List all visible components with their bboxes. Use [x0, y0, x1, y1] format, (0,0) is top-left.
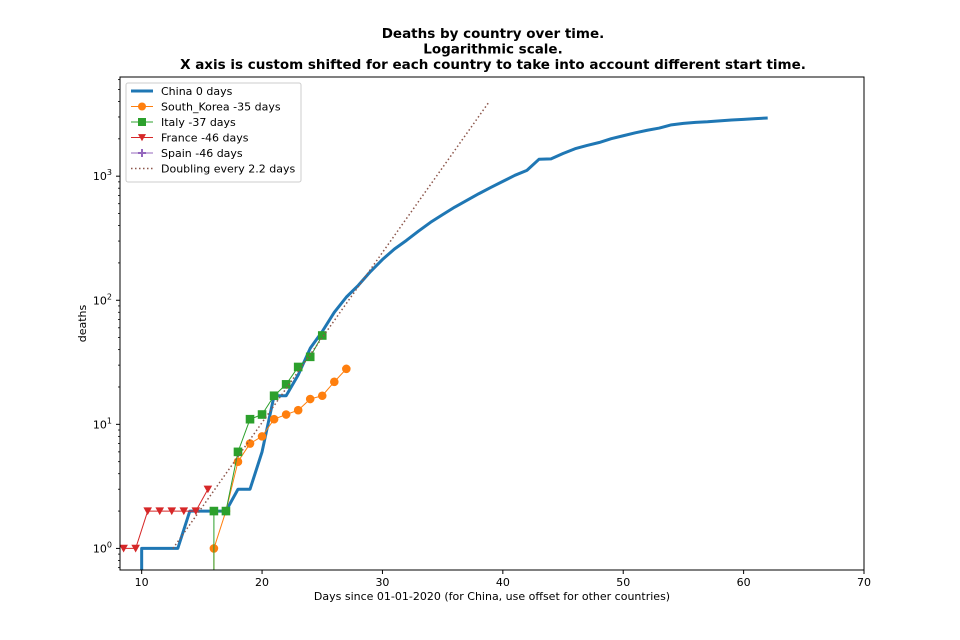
series-line	[213, 335, 323, 570]
chart-title-line: X axis is custom shifted for each countr…	[180, 57, 806, 73]
data-point	[138, 149, 146, 157]
data-point	[269, 414, 279, 424]
series-0	[140, 116, 768, 570]
x-tick-label: 50	[616, 576, 630, 589]
legend-entry: Spain -46 days	[131, 147, 243, 160]
x-tick-label: 10	[135, 576, 149, 589]
data-point	[329, 377, 339, 387]
series-layer	[120, 102, 768, 570]
plot-frame	[119, 76, 865, 571]
series-5	[172, 102, 490, 549]
legend-label: Italy -37 days	[161, 116, 236, 129]
legend-entry: South_Korea -35 days	[131, 101, 281, 114]
x-axis: 10 20 30 40 50 60 70	[135, 570, 871, 589]
data-point	[342, 364, 351, 374]
x-tick-label: 60	[737, 576, 751, 589]
data-point	[179, 507, 189, 516]
data-point	[269, 391, 279, 401]
data-point	[257, 410, 267, 419]
data-point	[245, 439, 255, 448]
x-tick-label: 70	[857, 576, 871, 589]
data-point	[203, 485, 213, 494]
legend-label: South_Korea -35 days	[161, 101, 281, 114]
legend: China 0 days South_Korea -35 days Italy -3…	[125, 82, 302, 183]
legend-entry: Doubling every 2.2 days	[131, 163, 296, 176]
data-point	[131, 544, 140, 553]
data-point	[305, 394, 315, 404]
data-point	[209, 506, 219, 516]
y-axis: 100 101 102 103	[93, 79, 120, 569]
data-point	[281, 410, 291, 419]
legend-entry: Italy -37 days	[131, 116, 236, 129]
data-point	[191, 507, 201, 516]
data-point	[281, 380, 291, 389]
legend-label: France -46 days	[161, 132, 249, 145]
data-point	[120, 544, 128, 553]
y-tick-label: 103	[93, 168, 112, 183]
data-point	[317, 391, 327, 401]
data-point	[167, 507, 177, 516]
x-tick-label: 20	[255, 576, 269, 589]
data-point	[138, 134, 146, 142]
data-point	[257, 432, 267, 441]
data-point	[293, 405, 303, 415]
y-tick-label: 102	[93, 292, 112, 307]
legend-box	[125, 82, 302, 183]
data-point	[293, 362, 303, 372]
series-2	[209, 331, 327, 570]
x-tick-label: 30	[375, 576, 389, 589]
data-point	[317, 331, 327, 340]
legend-entry: France -46 days	[131, 132, 249, 145]
data-point	[305, 352, 315, 362]
series-line	[123, 488, 209, 549]
data-point	[155, 507, 165, 516]
series-3	[120, 485, 213, 553]
legend-label: China 0 days	[161, 85, 233, 98]
data-point	[138, 102, 146, 111]
data-point	[143, 507, 152, 516]
series-line	[140, 116, 768, 570]
data-point	[221, 506, 231, 516]
x-tick-label: 40	[496, 576, 510, 589]
y-tick-label: 100	[93, 540, 112, 555]
y-tick-label: 101	[93, 416, 112, 431]
legend-entry: China 0 days	[131, 85, 233, 98]
chart-title: Deaths by country over time.Logarithmic …	[180, 26, 806, 73]
series-line	[172, 102, 490, 549]
y-axis-label: deaths	[76, 304, 89, 342]
data-point	[138, 118, 146, 126]
legend-label: Spain -46 days	[161, 147, 243, 160]
x-axis-label: Days since 01-01-2020 (for China, use of…	[314, 590, 670, 603]
data-point	[245, 414, 255, 424]
legend-label: Doubling every 2.2 days	[161, 163, 296, 176]
data-point	[233, 447, 243, 457]
chart-title-line: Deaths by country over time.	[382, 26, 605, 42]
chart-title-line: Logarithmic scale.	[423, 42, 562, 58]
